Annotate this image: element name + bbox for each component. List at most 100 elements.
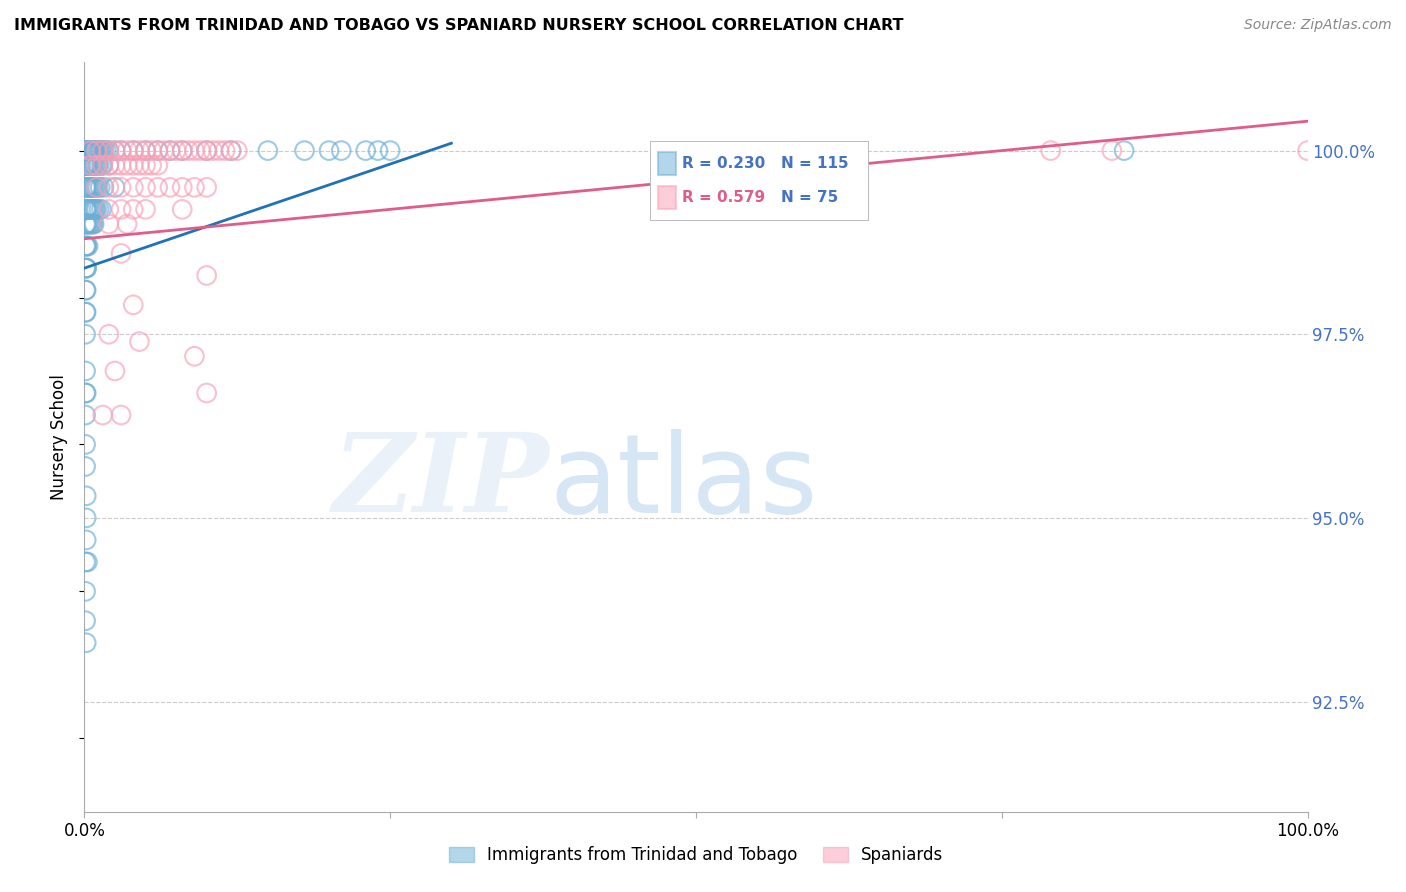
Point xyxy=(128,158,150,172)
Point xyxy=(87,158,110,172)
Point xyxy=(89,180,111,194)
Point xyxy=(110,158,132,172)
FancyBboxPatch shape xyxy=(658,153,676,175)
Point xyxy=(87,180,110,194)
Point xyxy=(159,180,181,194)
Point xyxy=(77,202,100,217)
Point xyxy=(75,261,97,276)
Point xyxy=(110,180,132,194)
Point xyxy=(86,180,108,194)
Point xyxy=(75,614,97,628)
Point xyxy=(201,144,224,158)
Point xyxy=(75,217,97,231)
Point xyxy=(96,144,118,158)
Point xyxy=(76,144,98,158)
Point xyxy=(79,158,101,172)
Point xyxy=(77,180,100,194)
Point xyxy=(122,144,145,158)
Point xyxy=(77,202,100,217)
Point xyxy=(79,144,101,158)
Point xyxy=(79,202,101,217)
Point xyxy=(75,459,97,474)
Point xyxy=(97,158,120,172)
Point xyxy=(75,437,97,451)
Point xyxy=(115,217,138,231)
Point xyxy=(367,144,389,158)
Point xyxy=(135,180,157,194)
Point xyxy=(86,202,108,217)
Point xyxy=(91,158,114,172)
Point xyxy=(76,217,98,231)
Point xyxy=(76,180,98,194)
Point xyxy=(83,217,105,231)
Point xyxy=(80,217,103,231)
Point xyxy=(82,144,104,158)
Point xyxy=(122,158,145,172)
Point xyxy=(75,386,97,401)
Point xyxy=(89,144,111,158)
Point xyxy=(146,158,169,172)
Point xyxy=(75,283,97,297)
Point xyxy=(183,180,205,194)
Point xyxy=(80,180,103,194)
Text: R = 0.579: R = 0.579 xyxy=(682,190,765,205)
Point xyxy=(86,144,108,158)
Point xyxy=(110,202,132,217)
Point xyxy=(122,180,145,194)
Point xyxy=(195,144,218,158)
Point xyxy=(90,202,112,217)
Point xyxy=(226,144,249,158)
Point xyxy=(73,144,96,158)
Y-axis label: Nursery School: Nursery School xyxy=(51,374,69,500)
Point xyxy=(146,144,169,158)
Point xyxy=(90,158,112,172)
Point xyxy=(77,158,100,172)
Point xyxy=(110,246,132,260)
Point xyxy=(122,298,145,312)
Point xyxy=(77,144,100,158)
Point xyxy=(219,144,242,158)
Point xyxy=(159,144,181,158)
Point xyxy=(75,408,97,422)
Point xyxy=(318,144,340,158)
Point xyxy=(195,386,218,401)
Point xyxy=(84,144,107,158)
Point xyxy=(110,144,132,158)
Point xyxy=(380,144,402,158)
Point xyxy=(84,158,107,172)
Point xyxy=(172,144,194,158)
Point xyxy=(75,180,97,194)
Point xyxy=(195,180,218,194)
Point xyxy=(128,144,150,158)
Point xyxy=(77,217,100,231)
Point xyxy=(115,144,138,158)
Point xyxy=(190,144,212,158)
Point xyxy=(80,144,103,158)
Point xyxy=(76,261,98,276)
Point xyxy=(79,144,101,158)
Point xyxy=(79,158,101,172)
Point xyxy=(97,202,120,217)
Point xyxy=(110,144,132,158)
Point xyxy=(77,180,100,194)
Point xyxy=(83,144,105,158)
Point xyxy=(80,144,103,158)
Point xyxy=(82,180,104,194)
Point xyxy=(90,144,112,158)
Point xyxy=(77,239,100,253)
Point xyxy=(87,144,110,158)
Point xyxy=(146,180,169,194)
Point xyxy=(86,144,108,158)
Point xyxy=(76,158,98,172)
Point xyxy=(75,180,97,194)
Point xyxy=(122,144,145,158)
Point xyxy=(104,364,127,378)
Point xyxy=(172,202,194,217)
Point xyxy=(75,386,97,401)
Point xyxy=(83,158,105,172)
Point xyxy=(104,144,127,158)
Point xyxy=(83,180,105,194)
Point xyxy=(93,144,115,158)
Point xyxy=(135,202,157,217)
Point xyxy=(75,217,97,231)
